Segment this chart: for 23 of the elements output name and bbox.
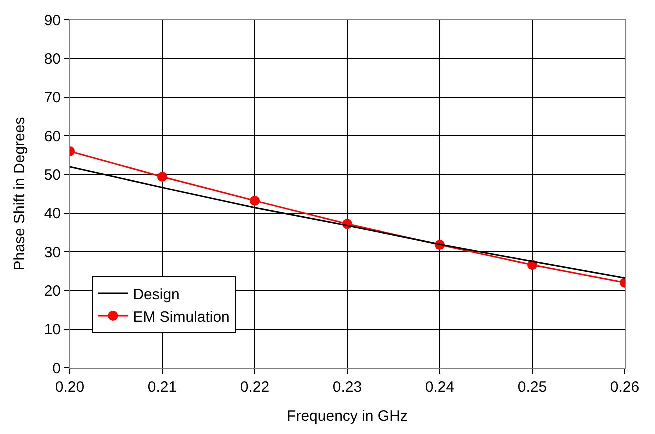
x-tick-label: 0.24 [425, 379, 455, 396]
legend-label: EM Simulation [133, 308, 230, 326]
y-tick-label: 60 [44, 128, 61, 146]
y-tick-label: 30 [44, 244, 61, 262]
y-tick-label: 50 [44, 166, 61, 184]
y-tick-label: 40 [44, 206, 61, 223]
x-tick-label: 0.20 [55, 379, 85, 396]
x-tick-label: 0.22 [240, 379, 270, 396]
x-tick-label: 0.25 [518, 379, 548, 396]
x-axis-title: Frequency in GHz [287, 408, 408, 425]
x-tick-label: 0.21 [148, 379, 178, 396]
y-tick-label: 80 [44, 50, 61, 68]
legend-label: Design [133, 286, 180, 304]
x-tick-label: 0.23 [332, 379, 362, 396]
y-tick-label: 0 [52, 360, 61, 378]
y-axis-title: Phase Shift in Degrees [12, 117, 29, 271]
point [250, 196, 260, 206]
y-tick-label: 20 [44, 282, 61, 300]
y-tick-label: 90 [44, 12, 61, 30]
y-tick-label: 10 [44, 322, 61, 339]
point [158, 172, 168, 182]
y-tick-label: 70 [44, 90, 61, 107]
x-tick-label: 0.26 [610, 379, 640, 396]
